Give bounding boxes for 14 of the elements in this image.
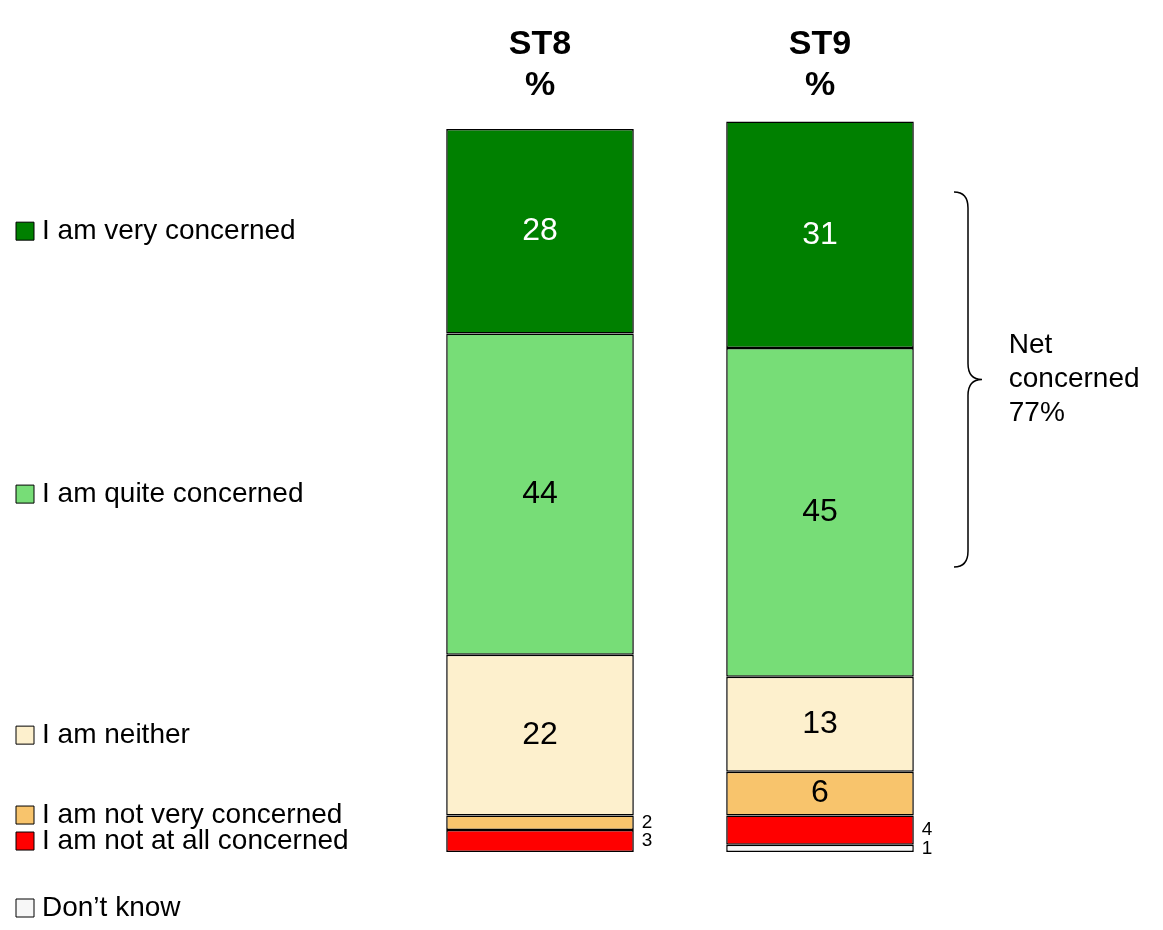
legend-label: Don’t know — [42, 890, 182, 922]
data-label: 13 — [802, 704, 838, 741]
x-tick-label: ST8 % — [508, 22, 572, 102]
data-label: 31 — [802, 214, 838, 251]
data-label: 28 — [522, 210, 558, 247]
x-tick-label: ST9 % — [788, 22, 852, 102]
legend-label: I am neither — [42, 717, 190, 749]
text: Net concerned 77% — [1008, 327, 1140, 427]
legend-label: I am very concerned — [42, 213, 296, 245]
data-label: 22 — [522, 714, 558, 751]
data-label: 45 — [802, 492, 838, 529]
data-label: 6 — [811, 773, 829, 810]
legend-label: I am quite concerned — [42, 476, 304, 508]
data-label: 44 — [522, 473, 558, 510]
